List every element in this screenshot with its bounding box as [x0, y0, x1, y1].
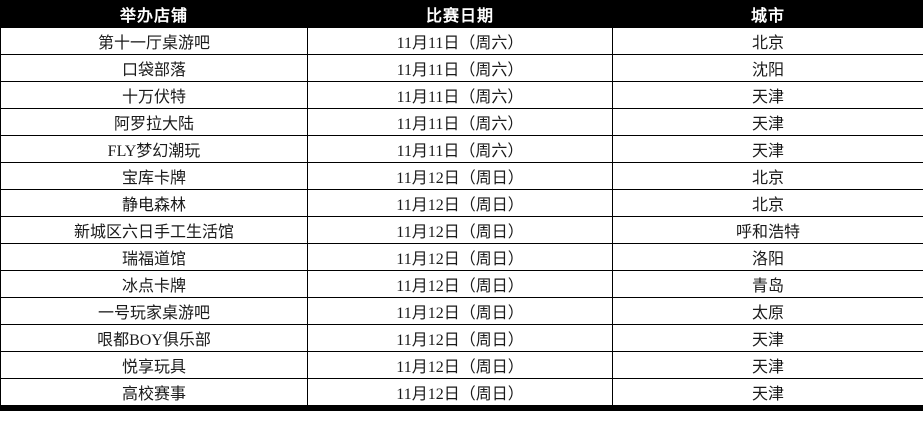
table-row: 口袋部落 11月11日（周六） 沈阳 — [0, 54, 923, 82]
cell-date: 11月12日（周日） — [307, 270, 613, 298]
cell-store: 阿罗拉大陆 — [0, 108, 308, 136]
cell-city: 沈阳 — [612, 54, 923, 82]
cell-store: 口袋部落 — [0, 54, 308, 82]
table-row: 静电森林 11月12日（周日） 北京 — [0, 189, 923, 217]
column-header-date: 比赛日期 — [307, 0, 613, 28]
table-row: 阿罗拉大陆 11月11日（周六） 天津 — [0, 108, 923, 136]
cell-store: 第十一厅桌游吧 — [0, 27, 308, 55]
cell-city: 天津 — [612, 378, 923, 406]
cell-date: 11月12日（周日） — [307, 216, 613, 244]
table-row: 第十一厅桌游吧 11月11日（周六） 北京 — [0, 27, 923, 55]
cell-date: 11月11日（周六） — [307, 135, 613, 163]
cell-store: 高校赛事 — [0, 378, 308, 406]
cell-store: 悦享玩具 — [0, 351, 308, 379]
table-row: FLY梦幻潮玩 11月11日（周六） 天津 — [0, 135, 923, 163]
cell-city: 青岛 — [612, 270, 923, 298]
table-row: 新城区六日手工生活馆 11月12日（周日） 呼和浩特 — [0, 216, 923, 244]
cell-date: 11月12日（周日） — [307, 162, 613, 190]
column-header-city: 城市 — [612, 0, 923, 28]
table-row: 高校赛事 11月12日（周日） 天津 — [0, 378, 923, 406]
cell-date: 11月11日（周六） — [307, 108, 613, 136]
tournament-schedule-table-wrap: 举办店铺 比赛日期 城市 第十一厅桌游吧 11月11日（周六） 北京 口袋部落 11月11日… — [0, 0, 923, 411]
cell-city: 天津 — [612, 81, 923, 109]
cell-store: 十万伏特 — [0, 81, 308, 109]
cell-store: 冰点卡牌 — [0, 270, 308, 298]
column-header-store: 举办店铺 — [0, 0, 308, 28]
cell-date: 11月11日（周六） — [307, 54, 613, 82]
cell-city: 天津 — [612, 351, 923, 379]
table-row: 瑞福道馆 11月12日（周日） 洛阳 — [0, 243, 923, 271]
tournament-schedule-table: 举办店铺 比赛日期 城市 第十一厅桌游吧 11月11日（周六） 北京 口袋部落 11月11日… — [0, 0, 923, 406]
cell-city: 北京 — [612, 27, 923, 55]
table-row: 冰点卡牌 11月12日（周日） 青岛 — [0, 270, 923, 298]
table-row: 宝库卡牌 11月12日（周日） 北京 — [0, 162, 923, 190]
cell-city: 洛阳 — [612, 243, 923, 271]
cell-city: 呼和浩特 — [612, 216, 923, 244]
cell-date: 11月11日（周六） — [307, 27, 613, 55]
cell-date: 11月12日（周日） — [307, 324, 613, 352]
table-row: 一号玩家桌游吧 11月12日（周日） 太原 — [0, 297, 923, 325]
cell-store: 新城区六日手工生活馆 — [0, 216, 308, 244]
cell-store: 哏都BOY俱乐部 — [0, 324, 308, 352]
table-row: 悦享玩具 11月12日（周日） 天津 — [0, 351, 923, 379]
cell-date: 11月12日（周日） — [307, 243, 613, 271]
cell-date: 11月12日（周日） — [307, 189, 613, 217]
cell-store: 宝库卡牌 — [0, 162, 308, 190]
cell-store: 一号玩家桌游吧 — [0, 297, 308, 325]
cell-city: 天津 — [612, 324, 923, 352]
cell-store: 瑞福道馆 — [0, 243, 308, 271]
cell-date: 11月11日（周六） — [307, 81, 613, 109]
cell-date: 11月12日（周日） — [307, 351, 613, 379]
table-header-row: 举办店铺 比赛日期 城市 — [0, 0, 923, 28]
cell-date: 11月12日（周日） — [307, 378, 613, 406]
cell-city: 天津 — [612, 108, 923, 136]
table-row: 哏都BOY俱乐部 11月12日（周日） 天津 — [0, 324, 923, 352]
cell-date: 11月12日（周日） — [307, 297, 613, 325]
cell-city: 北京 — [612, 162, 923, 190]
cell-store: FLY梦幻潮玩 — [0, 135, 308, 163]
cell-city: 北京 — [612, 189, 923, 217]
cell-city: 天津 — [612, 135, 923, 163]
cell-city: 太原 — [612, 297, 923, 325]
table-bottom-strip — [0, 406, 923, 411]
cell-store: 静电森林 — [0, 189, 308, 217]
table-row: 十万伏特 11月11日（周六） 天津 — [0, 81, 923, 109]
